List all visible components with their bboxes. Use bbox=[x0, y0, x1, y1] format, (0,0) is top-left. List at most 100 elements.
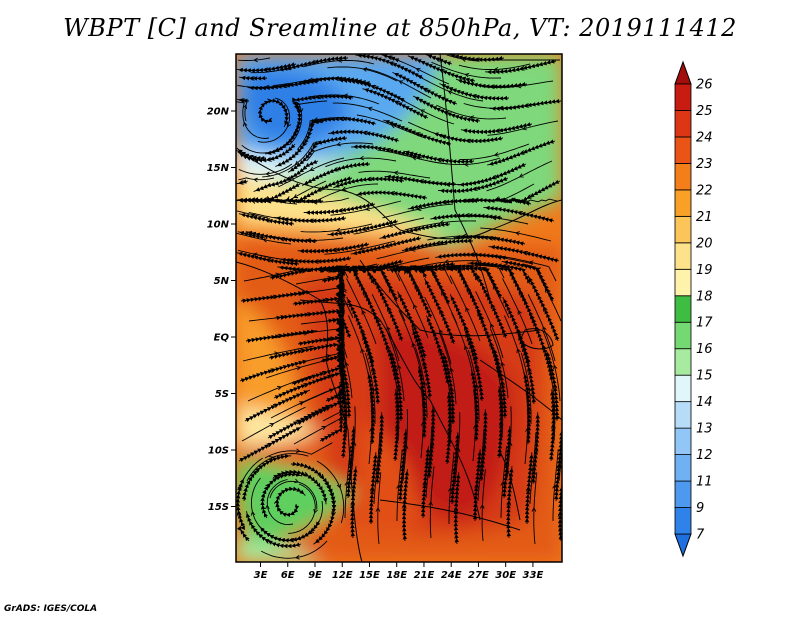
streamline-arrow bbox=[464, 326, 469, 332]
streamline-arrow bbox=[300, 348, 306, 354]
streamline-arrow bbox=[385, 345, 391, 351]
streamline-arrow bbox=[253, 177, 259, 183]
streamline-arrow bbox=[338, 208, 344, 213]
streamline-arrow bbox=[313, 143, 318, 149]
streamline-arrow bbox=[422, 361, 427, 367]
streamline-arrow bbox=[437, 157, 443, 163]
streamline-arrow bbox=[242, 121, 248, 127]
streamline-arrow bbox=[263, 67, 269, 72]
colorbar-label: 15 bbox=[696, 369, 713, 384]
streamline-arrow bbox=[301, 269, 307, 274]
streamline-arrow bbox=[522, 199, 528, 204]
lon-tick-label: 6E bbox=[281, 570, 295, 581]
colorbar-label: 11 bbox=[696, 475, 713, 490]
streamline-arrow bbox=[516, 83, 522, 89]
colorbar-segment bbox=[674, 454, 692, 482]
streamline-arrow bbox=[470, 252, 475, 257]
streamline-arrow bbox=[344, 381, 349, 387]
streamline-arrow bbox=[543, 306, 548, 312]
colorbar-label: 14 bbox=[696, 395, 713, 410]
streamline bbox=[237, 98, 250, 104]
colorbar-segment bbox=[674, 348, 692, 376]
streamline-arrow bbox=[280, 236, 286, 242]
streamline-arrow bbox=[390, 190, 396, 196]
streamline-arrow bbox=[396, 484, 401, 489]
streamline-arrow bbox=[519, 66, 525, 71]
colorbar-label: 23 bbox=[696, 157, 713, 172]
streamline-arrow bbox=[415, 132, 421, 137]
streamline-arrow bbox=[519, 290, 524, 296]
streamline-arrow bbox=[344, 481, 350, 486]
grads-credit: GrADS: IGES/COLA bbox=[4, 604, 98, 614]
streamline-arrow bbox=[475, 57, 480, 62]
streamline-arrow bbox=[380, 265, 386, 271]
streamline-arrow bbox=[531, 507, 537, 512]
streamline-arrow bbox=[396, 384, 402, 390]
streamline-arrow bbox=[369, 427, 374, 432]
colorbar-label: 22 bbox=[696, 183, 713, 198]
streamline-arrow bbox=[414, 284, 419, 290]
colorbar-label: 17 bbox=[696, 316, 713, 331]
streamline-arrow bbox=[491, 304, 496, 309]
streamline-arrow bbox=[489, 342, 494, 348]
streamline-arrow bbox=[270, 368, 276, 373]
lon-tick-label: 9E bbox=[308, 570, 322, 581]
colorbar-label: 26 bbox=[696, 78, 713, 93]
streamline-arrow bbox=[236, 511, 242, 516]
colorbar-segment bbox=[674, 374, 692, 403]
colorbar-segment bbox=[674, 295, 692, 323]
colorbar-label: 16 bbox=[696, 342, 713, 357]
colorbar-label: 13 bbox=[696, 422, 713, 437]
streamline-arrow bbox=[488, 235, 494, 241]
colorbar-label: 20 bbox=[696, 236, 713, 251]
streamline-arrow bbox=[469, 115, 475, 120]
colorbar-segment bbox=[674, 136, 692, 164]
colorbar-segment bbox=[674, 215, 692, 244]
streamline-arrow bbox=[464, 72, 470, 78]
streamline-arrow bbox=[309, 218, 314, 224]
streamline-arrow bbox=[253, 57, 258, 63]
streamline-arrow bbox=[294, 555, 300, 560]
streamline-arrow bbox=[336, 141, 342, 147]
lon-tick-label: 33E bbox=[523, 570, 544, 581]
streamline-arrow bbox=[422, 481, 428, 486]
streamline-arrow bbox=[367, 176, 372, 182]
colorbar-segment bbox=[674, 110, 692, 138]
streamline-arrow bbox=[369, 487, 375, 492]
colorbar-label: 7 bbox=[696, 528, 705, 543]
map-frame bbox=[235, 53, 563, 563]
streamline-arrow bbox=[306, 312, 312, 317]
streamline-arrow bbox=[265, 483, 271, 489]
longitude-axis: 3E 6E 9E 12E 15E 18E 21E 24E 27E 30E 33E bbox=[254, 562, 544, 581]
streamline-arrow bbox=[266, 443, 272, 448]
streamline-arrow bbox=[303, 471, 309, 476]
streamline-arrow bbox=[265, 504, 270, 510]
streamline-arrow bbox=[401, 504, 407, 509]
colorbar-segment bbox=[674, 480, 692, 508]
colorbar-segment bbox=[674, 321, 692, 350]
lon-tick-label: 3E bbox=[254, 570, 268, 581]
streamline-arrow bbox=[474, 364, 480, 370]
streamline bbox=[236, 101, 270, 139]
streamline-arrow bbox=[466, 138, 472, 144]
streamline-arrow bbox=[265, 539, 271, 544]
streamline-arrow bbox=[331, 511, 336, 517]
streamline-arrow bbox=[453, 507, 459, 512]
streamline-arrow bbox=[523, 250, 529, 256]
streamline-arrow bbox=[520, 150, 526, 155]
streamline-arrow bbox=[265, 218, 271, 223]
streamline-arrow bbox=[449, 387, 454, 392]
colorbar-label: 25 bbox=[696, 104, 713, 119]
streamline-arrow bbox=[387, 306, 392, 312]
lon-tick-label: 24E bbox=[441, 570, 462, 581]
streamline-arrow bbox=[365, 206, 370, 212]
colorbar-label: 21 bbox=[696, 210, 713, 225]
streamline bbox=[238, 177, 275, 181]
streamline-arrow bbox=[500, 381, 505, 387]
colorbar-segment bbox=[674, 163, 692, 191]
streamline-arrow bbox=[500, 481, 506, 486]
streamline-arrow bbox=[363, 290, 368, 296]
streamline-arrow bbox=[295, 448, 301, 454]
streamline-arrow bbox=[282, 83, 288, 89]
lat-tick-label: 5N bbox=[214, 276, 230, 287]
